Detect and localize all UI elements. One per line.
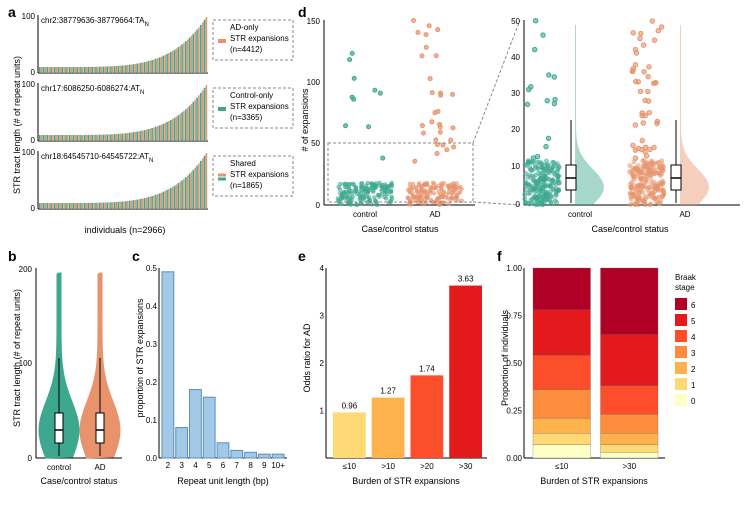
panel-e-svg: Odds ratio for AD 1 2 3 4 0.96 ≤10 1.27 >10 1.74…	[302, 258, 492, 503]
svg-text:40: 40	[511, 53, 520, 62]
svg-text:2: 2	[320, 359, 325, 368]
svg-text:1.27: 1.27	[380, 387, 396, 396]
svg-text:STR expansions: STR expansions	[230, 170, 289, 179]
svg-text:control: control	[353, 210, 377, 219]
svg-text:100: 100	[19, 359, 33, 368]
svg-text:Repeat unit length (bp): Repeat unit length (bp)	[177, 476, 269, 486]
svg-text:proportion of STR expansions: proportion of STR expansions	[135, 298, 145, 418]
svg-text:0.75: 0.75	[506, 312, 522, 321]
svg-text:chr2:38779636-38779664:TAN: chr2:38779636-38779664:TAN	[41, 16, 149, 28]
panel-c-svg: proportion of STR expansions 0.0 0.1 0.2 0.…	[135, 258, 290, 503]
svg-text:5: 5	[207, 461, 212, 470]
svg-text:10+: 10+	[271, 461, 285, 470]
svg-text:Proportion of individuals: Proportion of individuals	[500, 309, 510, 406]
svg-text:≤10: ≤10	[555, 462, 569, 471]
svg-text:0.1: 0.1	[146, 416, 158, 425]
svg-text:Case/control status: Case/control status	[591, 224, 669, 234]
svg-text:4: 4	[691, 333, 696, 342]
svg-text:3: 3	[179, 461, 184, 470]
svg-text:Case/control status: Case/control status	[40, 476, 118, 486]
svg-text:(n=3365): (n=3365)	[230, 113, 263, 122]
svg-text:50: 50	[511, 17, 520, 26]
svg-text:6: 6	[221, 461, 226, 470]
svg-text:200: 200	[19, 265, 33, 274]
svg-text:2: 2	[166, 461, 171, 470]
svg-text:4: 4	[193, 461, 198, 470]
svg-text:>30: >30	[622, 462, 636, 471]
svg-text:0.96: 0.96	[342, 401, 358, 410]
svg-text:100: 100	[22, 12, 36, 21]
svg-text:0: 0	[31, 204, 36, 213]
svg-text:0.00: 0.00	[506, 454, 522, 463]
svg-text:1: 1	[320, 407, 325, 416]
svg-text:0.25: 0.25	[506, 407, 522, 416]
panel-b-ylabel: STR tract length (# of repeat units)	[12, 289, 22, 427]
svg-text:≤10: ≤10	[343, 462, 357, 471]
svg-text:10: 10	[511, 162, 520, 171]
svg-text:Burden of STR expansions: Burden of STR expansions	[540, 476, 648, 486]
svg-text:1.74: 1.74	[419, 364, 435, 373]
svg-text:(n=4412): (n=4412)	[230, 45, 263, 54]
svg-text:0.0: 0.0	[146, 454, 158, 463]
svg-text:20: 20	[511, 125, 520, 134]
svg-text:chr18:64545710-64545722:ATN: chr18:64545710-64545722:ATN	[41, 152, 153, 164]
svg-text:3: 3	[320, 312, 325, 321]
svg-text:# of expansions: # of expansions	[300, 88, 310, 152]
svg-text:1.00: 1.00	[506, 264, 522, 273]
svg-text:>10: >10	[381, 462, 395, 471]
svg-text:100: 100	[307, 78, 321, 87]
svg-text:1: 1	[691, 381, 696, 390]
panel-d-svg: # of expansions 150 100 50 0 control AD …	[300, 10, 745, 240]
panel-a-xlabel: individuals (n=2966)	[85, 225, 166, 235]
svg-text:AD: AD	[679, 210, 690, 219]
svg-text:Odds ratio for AD: Odds ratio for AD	[302, 323, 312, 393]
svg-text:100: 100	[22, 80, 36, 89]
svg-text:0.4: 0.4	[146, 302, 158, 311]
svg-text:stage: stage	[675, 283, 695, 292]
svg-text:>20: >20	[420, 462, 434, 471]
svg-text:0: 0	[316, 201, 321, 210]
svg-text:Case/control status: Case/control status	[361, 224, 439, 234]
svg-text:(n=1865): (n=1865)	[230, 181, 263, 190]
svg-text:5: 5	[691, 317, 696, 326]
svg-text:0: 0	[31, 136, 36, 145]
svg-text:0.2: 0.2	[146, 378, 158, 387]
svg-text:6: 6	[691, 301, 696, 310]
svg-text:3: 3	[691, 349, 696, 358]
svg-text:Braak: Braak	[675, 273, 697, 282]
svg-text:Control-only: Control-only	[230, 91, 273, 100]
svg-text:3.63: 3.63	[458, 275, 474, 284]
svg-text:50: 50	[311, 139, 320, 148]
panel-a-svg: STR tract length (# of repeat units) 100…	[10, 10, 300, 235]
svg-text:AD-only: AD-only	[230, 23, 258, 32]
svg-text:0: 0	[31, 68, 36, 77]
svg-text:2: 2	[691, 365, 696, 374]
panel-b-svg: STR tract length (# of repeat units) 200…	[12, 258, 127, 503]
svg-text:100: 100	[22, 148, 36, 157]
svg-text:8: 8	[248, 461, 253, 470]
svg-text:9: 9	[262, 461, 267, 470]
svg-text:7: 7	[235, 461, 240, 470]
svg-text:150: 150	[307, 17, 321, 26]
svg-text:0: 0	[691, 397, 696, 406]
svg-text:4: 4	[320, 264, 325, 273]
svg-text:AD: AD	[429, 210, 440, 219]
svg-text:0.5: 0.5	[146, 264, 158, 273]
svg-text:STR expansions: STR expansions	[230, 102, 289, 111]
svg-text:0.50: 0.50	[506, 359, 522, 368]
panel-f-svg: Proportion of individuals 0.00 0.25 0.50 0.…	[500, 258, 750, 503]
svg-text:chr17:6086250-6086274:ATN: chr17:6086250-6086274:ATN	[41, 84, 144, 96]
svg-text:30: 30	[511, 89, 520, 98]
panel-a-ylabel: STR tract length (# of repeat units)	[12, 56, 22, 194]
svg-text:>30: >30	[459, 462, 473, 471]
svg-text:control: control	[568, 210, 592, 219]
svg-text:control: control	[47, 463, 71, 472]
svg-text:Shared: Shared	[230, 159, 256, 168]
svg-text:Burden of STR expansions: Burden of STR expansions	[352, 476, 460, 486]
svg-text:0: 0	[516, 200, 521, 209]
svg-text:AD: AD	[94, 463, 105, 472]
svg-text:STR expansions: STR expansions	[230, 34, 289, 43]
svg-text:0: 0	[28, 454, 33, 463]
svg-text:0.3: 0.3	[146, 340, 158, 349]
